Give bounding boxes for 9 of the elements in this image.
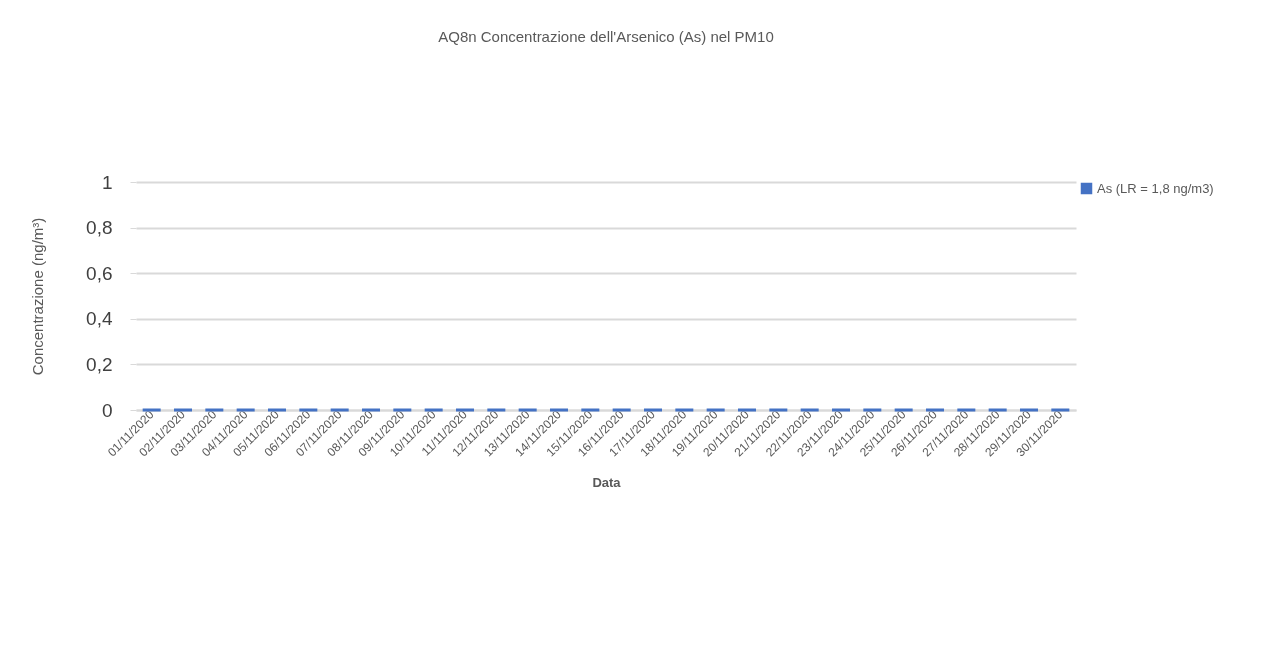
y-tick-label: 0,4 [86,308,113,330]
y-tick-label: 0,2 [86,353,113,375]
y-tick-label: 0,8 [86,217,113,239]
y-axis-title: Concentrazione (ng/m³) [29,217,47,376]
y-tick-label: 0,6 [86,262,113,284]
y-tick-label: 1 [101,171,113,193]
chart-title: AQ8n Concentrazione dell'Arsenico (As) nel PM10 [438,28,774,45]
legend-label: As (LR = 1,8 ng/m3) [1097,180,1214,196]
x-axis-title: Data [592,474,622,490]
